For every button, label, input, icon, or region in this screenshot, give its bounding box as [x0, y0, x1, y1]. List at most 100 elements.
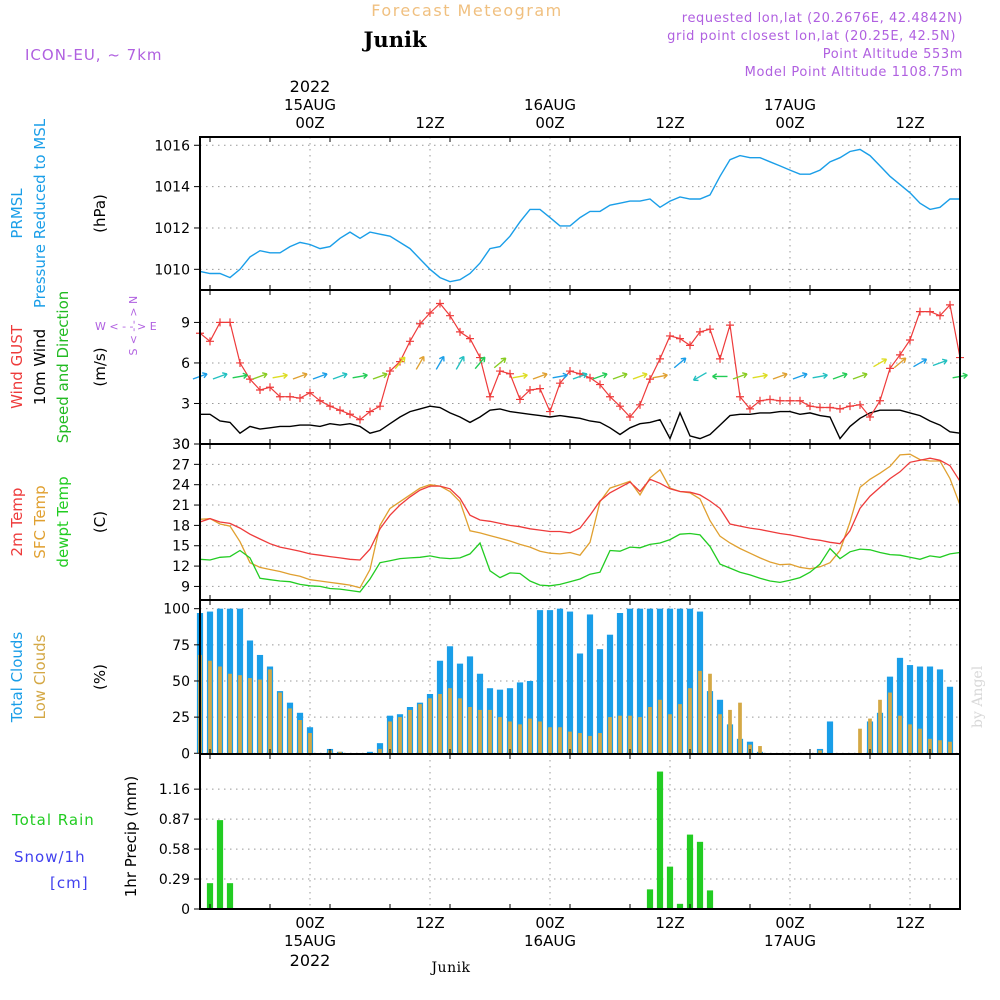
wind-direction-arrow — [712, 373, 728, 380]
wind-gust-marker — [836, 404, 844, 413]
low-clouds-bar — [818, 750, 822, 754]
wind-direction-arrow — [913, 358, 928, 368]
top-date-label: 17AUG — [764, 96, 816, 114]
pressure-y-tick-label: 1016 — [154, 138, 190, 154]
low-clouds-bar — [858, 728, 862, 754]
wind-gust-marker — [286, 392, 294, 401]
total-clouds-bar — [646, 608, 654, 754]
wind-arrow-shaft — [893, 357, 907, 369]
precip-panel-frame — [199, 753, 961, 910]
precip-y-tick-label: 0.87 — [159, 812, 190, 828]
wind-gust-marker — [316, 396, 324, 405]
temp-y-tick-label: 15 — [172, 539, 190, 555]
wind-arrow-head — [602, 372, 608, 379]
low-clouds-bar — [678, 704, 682, 754]
wind-arrow-head — [542, 372, 548, 379]
wind-direction-arrow — [394, 356, 406, 370]
wind-gust-marker — [616, 402, 624, 411]
wind-arrow-head — [438, 355, 445, 362]
wind-direction-arrow — [932, 358, 948, 367]
wind-direction-arrow — [732, 372, 748, 380]
wind-gust-marker — [676, 334, 684, 343]
wind-gust-marker — [606, 392, 614, 401]
low-clouds-bar — [918, 728, 922, 754]
low-clouds-bar — [518, 724, 522, 754]
sfc-temp-line — [199, 453, 961, 589]
total-clouds-bar — [566, 611, 574, 754]
total-clouds-bar — [616, 613, 624, 754]
grid-point-coords: grid point closest lon,lat (20.25E, 42.5… — [667, 29, 956, 44]
low-clouds-bar — [718, 714, 722, 754]
low-clouds-bar — [608, 717, 612, 754]
wind-direction-arrow — [812, 372, 828, 380]
low-clouds-bar — [548, 727, 552, 754]
total-clouds-bar — [626, 608, 634, 754]
wind-arrow-head — [222, 372, 228, 379]
wind-gust-marker — [216, 318, 224, 327]
wind-arrow-shaft — [632, 373, 648, 380]
low-clouds-bar — [488, 709, 492, 754]
wind-arrow-shaft — [752, 374, 768, 379]
wind-arrow-head — [399, 356, 406, 363]
low-clouds-bar — [638, 717, 642, 754]
bottom-date-label: 15AUG — [284, 932, 336, 950]
wind-gust-marker — [936, 311, 944, 320]
wind-direction-arrow — [873, 358, 888, 368]
wind-gust-marker — [646, 375, 654, 384]
low-clouds-bar — [268, 669, 272, 754]
wind-arrow-head — [762, 372, 768, 380]
wind-gust-marker — [746, 404, 754, 413]
wind-arrow-head — [582, 372, 588, 379]
total-clouds-bar — [636, 608, 644, 754]
total-clouds-bar — [366, 751, 374, 754]
wind-arrow-shaft — [612, 373, 628, 380]
precip-y-tick-label: 0.29 — [159, 872, 190, 888]
low-clouds-bar — [558, 727, 562, 754]
low-clouds-bar — [338, 751, 342, 754]
wind-gust-marker — [506, 369, 514, 378]
wind-direction-arrow — [592, 372, 608, 380]
wind-gust-marker — [736, 392, 744, 401]
pressure-unit-label: (hPa) — [91, 194, 109, 233]
low-clouds-bar — [748, 744, 752, 754]
temp-label-2: dewpt Temp — [54, 476, 72, 567]
wind-arrow-head — [692, 375, 699, 382]
wind-gust-marker — [486, 392, 494, 401]
wind-arrow-shaft — [394, 356, 406, 370]
wind-direction-arrow — [352, 372, 368, 380]
wind-arrow-shaft — [932, 359, 948, 367]
wind-arrow-head — [622, 372, 628, 379]
point-altitude: Point Altitude 553m — [823, 47, 963, 62]
low-clouds-bar — [728, 709, 732, 754]
total-clouds-bar — [506, 688, 514, 754]
wind-gust-marker — [206, 337, 214, 346]
model-altitude: Model Point Altitude 1108.75m — [745, 65, 963, 80]
wind-direction-arrow — [252, 372, 268, 380]
wind-arrow-head — [342, 372, 348, 379]
wind-gust-marker — [656, 354, 664, 363]
low-clouds-bar — [298, 720, 302, 754]
low-clouds-bar — [278, 692, 282, 754]
wind-arrow-shaft — [552, 374, 568, 379]
wind-gust-marker — [336, 406, 344, 415]
compass-we: W < - - > E — [95, 320, 157, 333]
wind-direction-arrow — [552, 372, 568, 380]
wind-gust-marker — [276, 392, 284, 401]
pressure-label-1: Pressure Reduced to MSL — [31, 118, 49, 308]
wind-gust-marker — [816, 403, 824, 412]
temp-y-tick-label: 18 — [172, 518, 190, 534]
wind-gust-marker — [586, 373, 594, 382]
low-clouds-bar — [688, 688, 692, 754]
wind-arrow-head — [842, 372, 848, 379]
wind-arrow-shaft — [873, 358, 887, 368]
precip-label-snow: Snow/1h — [14, 848, 86, 866]
total-clouds-bar — [896, 657, 904, 754]
wind-gust-marker — [596, 380, 604, 389]
total-clouds-bar — [556, 608, 564, 754]
temp-y-tick-label: 12 — [172, 559, 190, 575]
pressure-y-tick-label: 1012 — [154, 221, 190, 237]
low-clouds-bar — [868, 718, 872, 754]
wind-arrow-shaft — [673, 357, 687, 369]
wind-gust-marker — [696, 327, 704, 336]
